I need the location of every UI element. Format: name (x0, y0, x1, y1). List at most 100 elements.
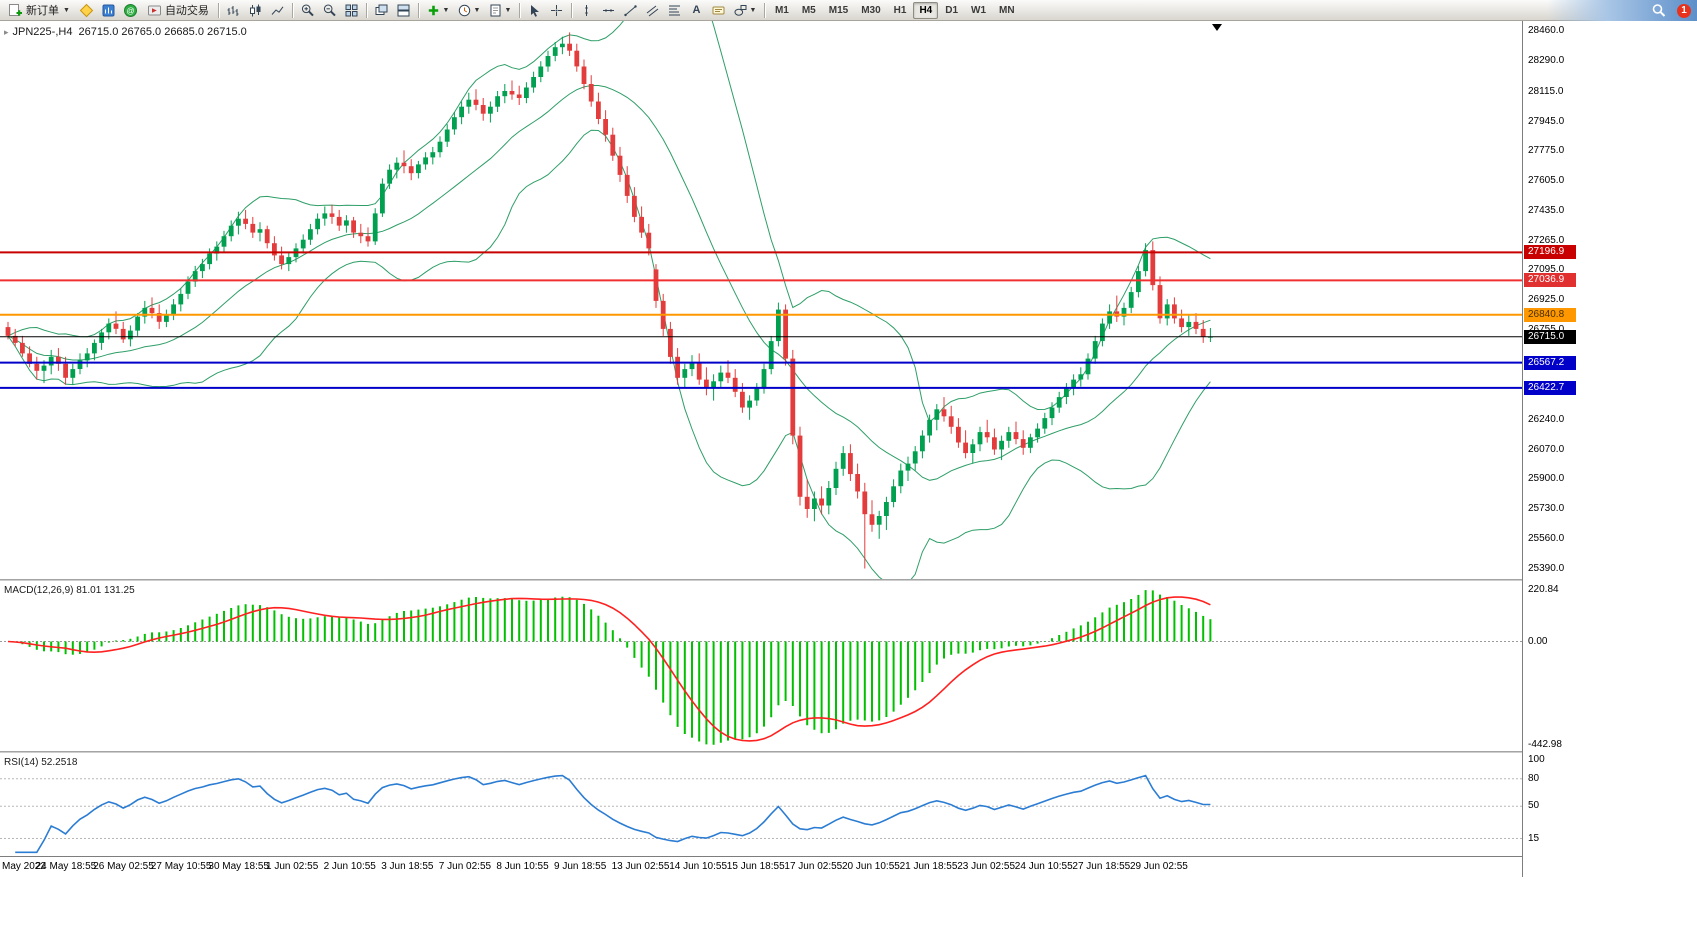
price-axis-label: 27435.0 (1528, 205, 1565, 216)
time-axis-label: May 2022 (2, 861, 46, 872)
chart-title: JPN225-,H4 26715.0 26765.0 26685.0 26715… (12, 26, 247, 38)
time-axis-label: 2 Jun 10:55 (323, 861, 376, 872)
timeframe-button-M5[interactable]: M5 (801, 4, 816, 16)
timeframe-toolbar: M1 M5 M15 M30 H1 H4 D1 W1 MN (769, 1, 1021, 19)
time-axis-label: 24 May 18:55 (35, 861, 97, 872)
time-axis-label: 8 Jun 10:55 (496, 861, 549, 872)
price-axis-label: 27265.0 (1528, 235, 1565, 246)
fibonacci-icon (667, 3, 682, 18)
time-axis-label: 27 Jun 18:55 (1072, 861, 1131, 872)
timeframe-button-W1[interactable]: W1 (971, 4, 987, 16)
price-axis[interactable]: 28460.0 28290.0 28115.0 27945.0 27775.0 27605… (1522, 21, 1697, 877)
zoom-out-icon (322, 3, 337, 18)
rsi-axis-label: 100 (1528, 754, 1545, 765)
rsi-axis-label: 15 (1528, 833, 1540, 844)
community-button[interactable]: @ (120, 1, 141, 20)
panel-splitter[interactable] (0, 751, 1697, 753)
price-axis-label: 28115.0 (1528, 86, 1564, 97)
panel-splitter[interactable] (0, 579, 1697, 581)
notifications-badge[interactable]: 1 (1677, 3, 1691, 18)
timeframe-button-M15[interactable]: M15 (828, 4, 849, 16)
cursor-button[interactable] (524, 1, 545, 20)
price-axis-label: 25560.0 (1528, 533, 1565, 544)
autotrading-button[interactable]: 自动交易 (142, 1, 214, 20)
timeframe-button-D1[interactable]: D1 (945, 4, 959, 16)
bars-chart-button[interactable] (223, 1, 244, 20)
time-axis-label: 14 Jun 10:55 (669, 861, 728, 872)
dropdown-caret: ▼ (442, 6, 450, 14)
market-watch-icon (101, 3, 116, 18)
macd-indicator-plot[interactable] (0, 581, 1522, 751)
time-axis-label: 30 May 18:55 (208, 861, 269, 872)
rsi-indicator-plot[interactable] (0, 753, 1522, 856)
zoom-in-button[interactable] (297, 1, 318, 20)
market-watch-button[interactable] (98, 1, 119, 20)
bars-chart-icon (226, 3, 241, 18)
time-axis-label: 21 Jun 18:55 (899, 861, 958, 872)
macd-axis-label: 220.84 (1528, 584, 1559, 595)
toolbar-separator (570, 2, 572, 18)
vertical-line-button[interactable] (576, 1, 597, 20)
toolbar-separator (763, 2, 765, 18)
cascade-windows-button[interactable] (371, 1, 392, 20)
new-order-button[interactable]: 新订单 ▼ (3, 1, 75, 20)
tile-windows-icon (344, 3, 359, 18)
price-axis-label: 26755.0 (1528, 324, 1564, 336)
arrange-windows-button[interactable] (393, 1, 414, 20)
line-chart-button[interactable] (267, 1, 288, 20)
cascade-windows-icon (374, 3, 389, 18)
indicators-button[interactable]: ▼ (423, 1, 453, 20)
candlestick-chart-button[interactable] (245, 1, 266, 20)
bid-price-tag: 26715.0 (1524, 330, 1576, 344)
main-chart-plot[interactable] (0, 21, 1522, 579)
time-axis-label: 7 Jun 02:55 (438, 861, 492, 872)
rsi-axis-label: 50 (1528, 800, 1540, 811)
crosshair-button[interactable] (546, 1, 567, 20)
price-axis-label: 27605.0 (1528, 175, 1565, 186)
timeframe-button-M30[interactable]: M30 (861, 4, 881, 16)
dropdown-caret: ▼ (63, 6, 70, 14)
timeframe-button-MN[interactable]: MN (999, 4, 1015, 16)
price-axis-label: 26240.0 (1528, 414, 1565, 425)
search-button[interactable] (1651, 3, 1667, 19)
level-price-tag: 26567.2 (1524, 356, 1576, 370)
templates-icon (488, 3, 503, 18)
periods-button[interactable]: ▼ (454, 1, 484, 20)
text-button[interactable]: A (686, 1, 707, 20)
timeframe-button-M1[interactable]: M1 (774, 4, 789, 16)
time-axis-label: 15 Jun 18:55 (726, 861, 785, 872)
channel-icon (645, 3, 660, 18)
one-click-trading-toggle[interactable]: ▸ (4, 26, 9, 37)
chart-ohlc-line: ▸ JPN225-,H4 26715.0 26765.0 26685.0 267… (4, 26, 247, 38)
new-order-icon (8, 3, 23, 18)
label-button[interactable] (708, 1, 729, 20)
timeframe-button-H4[interactable]: H4 (913, 1, 939, 19)
time-axis-label: 24 Jun 10:55 (1014, 861, 1073, 872)
fibonacci-button[interactable] (664, 1, 685, 20)
macd-axis-label: -442.98 (1528, 739, 1562, 750)
timeframe-button-H1[interactable]: H1 (893, 4, 907, 16)
shapes-icon (733, 3, 748, 18)
svg-text:@: @ (126, 6, 134, 15)
horizontal-line-icon (601, 3, 616, 18)
arrange-windows-icon (396, 3, 411, 18)
trendline-button[interactable] (620, 1, 641, 20)
level-price-tag: 27036.9 (1524, 273, 1576, 287)
time-axis-label: 23 Jun 02:55 (957, 861, 1016, 872)
metaeditor-icon (79, 3, 94, 18)
indicators-icon (426, 3, 441, 18)
shapes-button[interactable]: ▼ (730, 1, 760, 20)
price-axis-label: 27775.0 (1528, 145, 1565, 156)
channel-button[interactable] (642, 1, 663, 20)
toolbar-separator (217, 2, 219, 18)
price-axis-label: 28460.0 (1528, 25, 1565, 36)
metaeditor-button[interactable] (76, 1, 97, 20)
main-toolbar: 新订单 ▼ @ 自动交易 ▼ ▼ (0, 0, 1697, 21)
window-bottom-area (0, 877, 1697, 944)
horizontal-line-button[interactable] (598, 1, 619, 20)
time-axis-label: 20 Jun 10:55 (842, 861, 900, 872)
time-axis[interactable]: May 2022 24 May 18:55 26 May 02:55 27 May 1… (0, 856, 1697, 877)
zoom-out-button[interactable] (319, 1, 340, 20)
templates-button[interactable]: ▼ (485, 1, 515, 20)
tile-windows-button[interactable] (341, 1, 362, 20)
